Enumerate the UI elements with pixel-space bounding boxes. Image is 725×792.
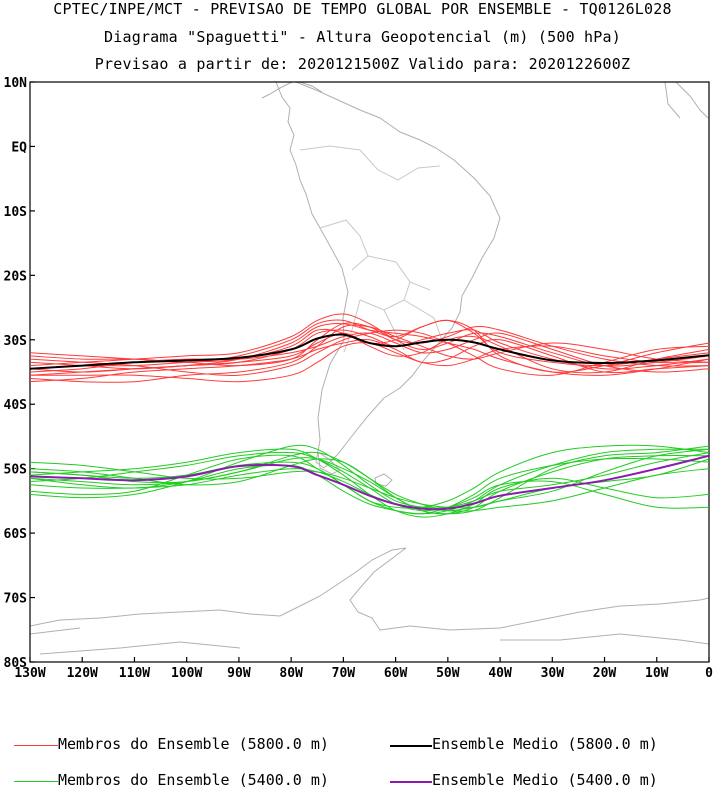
x-tick-label: 60W: [384, 666, 408, 681]
x-tick-label: 100W: [171, 666, 202, 681]
x-tick-label: 10W: [645, 666, 669, 681]
series-line-member-5400-16: [29, 451, 710, 512]
legend-label-mean-5400: Ensemble Medio (5400.0 m): [432, 771, 658, 789]
central-america-coastline: [261, 81, 323, 99]
series-line-mean-5400-24: [29, 454, 710, 511]
x-tick-label: 40W: [488, 666, 512, 681]
series-line-member-5400-14: [29, 455, 710, 515]
legend-swatch-member-5800: [14, 745, 58, 746]
y-tick-label: 40S: [4, 398, 28, 413]
y-tick-label: EQ: [11, 140, 27, 155]
series-line-member-5800-2: [29, 338, 710, 383]
series-lines: [29, 313, 710, 518]
y-tick-label: 10N: [4, 76, 28, 91]
x-tick-label: 110W: [119, 666, 150, 681]
legend-label-mean-5800: Ensemble Medio (5800.0 m): [432, 735, 658, 753]
x-tick-label: 30W: [541, 666, 565, 681]
x-tick-label: 90W: [227, 666, 251, 681]
y-tick-label: 10S: [4, 205, 28, 220]
series-line-member-5800-11: [29, 322, 710, 376]
series-line-member-5400-21: [29, 444, 710, 512]
series-line-member-5400-22: [29, 457, 710, 515]
x-tick-label: 20W: [593, 666, 617, 681]
series-line-member-5400-15: [29, 444, 710, 509]
legend-swatch-mean-5800: [390, 745, 432, 747]
legend-swatch-member-5400: [14, 781, 58, 782]
series-line-member-5800-4: [30, 342, 710, 383]
y-tick-label: 80S: [4, 656, 28, 671]
series-line-member-5400-18: [29, 448, 710, 518]
series-line-member-5800-10: [29, 328, 710, 374]
country-borders: [299, 145, 443, 353]
chart-title-line1: CPTEC/INPE/MCT - PREVISAO DE TEMPO GLOBA…: [53, 0, 672, 18]
x-tick-label: 120W: [67, 666, 98, 681]
south-america-coastline: [275, 81, 501, 469]
x-tick-label: 130W: [14, 666, 45, 681]
chart-title-line2: Diagrama "Spaguetti" - Altura Geopotenci…: [104, 28, 621, 46]
series-line-mean-5800-12: [29, 333, 710, 370]
x-tick-label: 0: [705, 666, 713, 681]
y-tick-label: 20S: [4, 269, 28, 284]
series-line-member-5800-7: [29, 332, 710, 373]
y-tick-label: 60S: [4, 527, 28, 542]
x-tick-label: 80W: [279, 666, 303, 681]
x-tick-label: 50W: [436, 666, 460, 681]
legend-label-member-5400: Membros do Ensemble (5400.0 m): [58, 771, 329, 789]
series-line-member-5400-23: [29, 451, 710, 512]
x-tick-label: 70W: [332, 666, 356, 681]
antarctica-coastline: [29, 547, 710, 655]
y-tick-label: 50S: [4, 463, 28, 478]
chart-title-line3: Previsao a partir de: 2020121500Z Valido…: [94, 55, 631, 73]
coastline-map: [29, 81, 710, 655]
y-tick-label: 70S: [4, 592, 28, 607]
series-line-member-5800-9: [29, 322, 710, 367]
africa-coastline: [664, 81, 709, 119]
series-line-member-5800-8: [29, 324, 710, 383]
legend-label-member-5800: Membros do Ensemble (5800.0 m): [58, 735, 329, 753]
y-tick-label: 30S: [4, 334, 28, 349]
legend-swatch-mean-5400: [390, 781, 432, 783]
